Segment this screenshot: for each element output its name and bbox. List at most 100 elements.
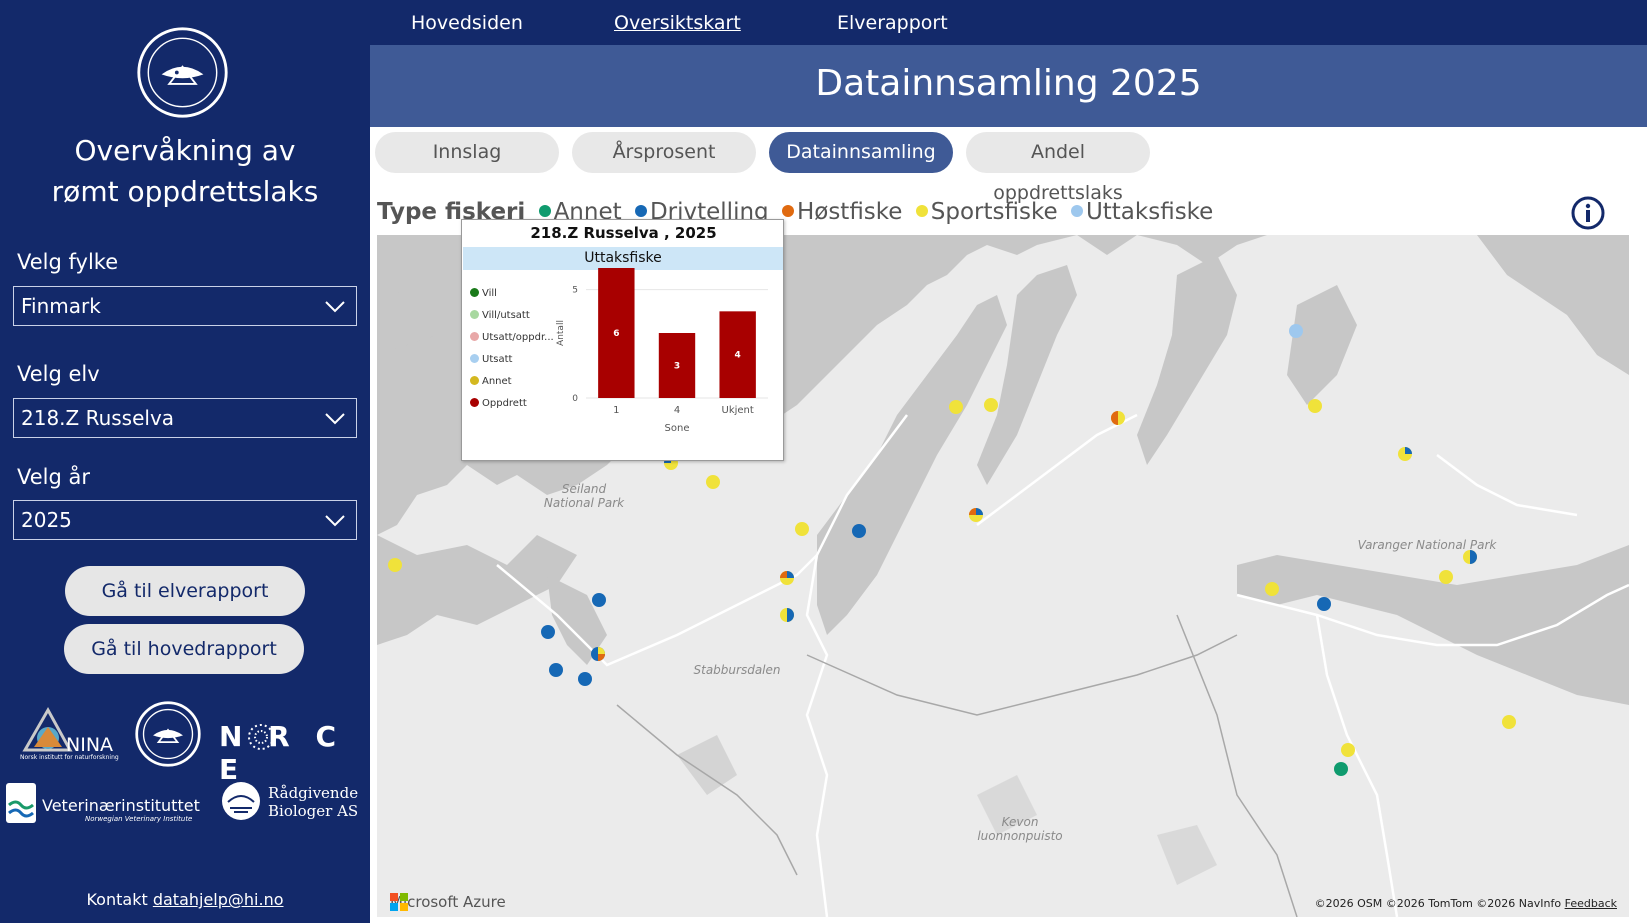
map-brand-label: Microsoft Azure bbox=[390, 893, 506, 911]
tooltip-legend-label: Oppdrett bbox=[482, 398, 527, 409]
rb-name-line2: Biologer AS bbox=[268, 802, 359, 820]
vet-name: Veterinærinstituttet bbox=[42, 796, 200, 815]
legend-label-uttaksfiske: Uttaksfiske bbox=[1085, 199, 1214, 225]
page-title: Datainnsamling 2025 bbox=[815, 63, 1202, 104]
tab-arsprosent[interactable]: Årsprosent bbox=[572, 132, 756, 173]
tooltip-subtitle: Uttaksfiske bbox=[463, 247, 783, 270]
tab-innslag[interactable]: Innslag bbox=[375, 132, 559, 173]
chart-y-tick: 0 bbox=[572, 394, 578, 404]
nina-subtitle: Norsk institutt for naturforskning bbox=[20, 754, 119, 761]
map-feedback-link[interactable]: Feedback bbox=[1564, 897, 1617, 910]
chart-data-label: 3 bbox=[674, 362, 680, 372]
tooltip-legend-item: Annet bbox=[470, 376, 512, 387]
tooltip-legend-dot bbox=[470, 288, 479, 297]
map-label-stabbursdalen: Stabbursdalen bbox=[693, 663, 781, 677]
contact-email-link[interactable]: datahjelp@hi.no bbox=[152, 890, 284, 909]
tooltip-legend-label: Utsatt/oppdr... bbox=[482, 332, 554, 343]
tooltip-legend-dot bbox=[470, 332, 479, 341]
nina-name: NINA bbox=[66, 734, 114, 756]
tab-datainnsamling[interactable]: Datainnsamling bbox=[769, 132, 953, 173]
tooltip-legend-dot bbox=[470, 376, 479, 385]
app-title: Overvåkning av rømt oppdrettslaks bbox=[0, 130, 370, 212]
river-select-value: 218.Z Russelva bbox=[21, 406, 175, 430]
map-label-kevon: Kevon luonnonpuisto bbox=[977, 815, 1063, 843]
map-label-seiland: Seiland National Park bbox=[543, 482, 625, 510]
legend-label-hostfiske: Høstfiske bbox=[796, 199, 903, 225]
tooltip-bar-chart: 0 5 Antall 6 1 3 4 4 Ukjent Sone bbox=[556, 268, 768, 434]
main-report-button[interactable]: Gå til hovedrapport bbox=[64, 624, 304, 674]
app-title-line1: Overvåkning av bbox=[74, 134, 296, 167]
map-canvas bbox=[377, 235, 1629, 917]
map-attribution: ©2026 OSM ©2026 TomTom ©2026 NavInfo Fee… bbox=[1315, 897, 1617, 910]
nav-elverapport[interactable]: Elverapport bbox=[837, 12, 948, 34]
river-report-button[interactable]: Gå til elverapport bbox=[65, 566, 305, 616]
tooltip-title: 218.Z Russelva , 2025 bbox=[530, 224, 717, 242]
tooltip-legend-label: Annet bbox=[482, 376, 512, 387]
river-tooltip: 218.Z Russelva , 2025 Uttaksfiske Vill Vi… bbox=[461, 219, 784, 461]
tooltip-legend-label: Utsatt bbox=[482, 354, 513, 365]
nav-oversiktskart[interactable]: Oversiktskart bbox=[614, 12, 741, 34]
contact-prefix: Kontakt bbox=[86, 890, 148, 909]
tooltip-legend-item: Vill bbox=[470, 288, 497, 299]
tooltip-legend-label: Vill/utsatt bbox=[482, 310, 530, 321]
tooltip-legend-dot bbox=[470, 310, 479, 319]
tooltip-legend-dot bbox=[470, 398, 479, 407]
app-title-line2: rømt oppdrettslaks bbox=[51, 175, 319, 208]
tooltip-legend-dot bbox=[470, 354, 479, 363]
chart-x-label: Sone bbox=[665, 423, 690, 434]
nina-logo-icon bbox=[22, 706, 73, 752]
tooltip-legend-item: Utsatt/oppdr... bbox=[470, 332, 554, 343]
river-select[interactable]: 218.Z Russelva bbox=[13, 398, 357, 438]
info-icon[interactable] bbox=[1571, 196, 1605, 230]
map-attribution-text: ©2026 OSM ©2026 TomTom ©2026 NavInfo bbox=[1314, 897, 1562, 910]
chart-y-tick: 5 bbox=[572, 286, 578, 296]
county-label: Velg fylke bbox=[17, 250, 119, 274]
legend-dot-hostfiske bbox=[781, 205, 794, 217]
map-brand: Microsoft Azure bbox=[390, 893, 506, 911]
veterinaerinstituttet-logo-icon bbox=[6, 783, 36, 823]
tooltip-legend-item: Oppdrett bbox=[470, 398, 527, 409]
chart-data-label: 4 bbox=[735, 351, 741, 361]
vet-subtitle: Norwegian Veterinary Institute bbox=[85, 815, 193, 823]
legend-dot-sportsfiske bbox=[915, 205, 928, 217]
county-select[interactable]: Finmark bbox=[13, 286, 357, 326]
year-select-value: 2025 bbox=[21, 508, 72, 532]
legend-item-sportsfiske[interactable]: Sportsfiske bbox=[915, 199, 1058, 225]
rb-name-line1: Rådgivende bbox=[268, 784, 359, 802]
microsoft-logo-icon bbox=[390, 893, 408, 911]
chevron-down-icon bbox=[325, 301, 345, 313]
legend-dot-uttaksfiske bbox=[1070, 205, 1083, 217]
chart-bar-Ukjent bbox=[719, 311, 756, 398]
chart-x-tick: 1 bbox=[613, 405, 619, 416]
chart-x-tick: Ukjent bbox=[722, 405, 754, 416]
chevron-down-icon bbox=[325, 515, 345, 527]
river-label: Velg elv bbox=[17, 362, 100, 386]
map-markers bbox=[388, 324, 1516, 776]
legend-item-uttaksfiske[interactable]: Uttaksfiske bbox=[1070, 199, 1214, 225]
chevron-down-icon bbox=[325, 413, 345, 425]
legend-item-hostfiske[interactable]: Høstfiske bbox=[781, 199, 903, 225]
havforskningsinstituttet-small-logo bbox=[135, 701, 201, 767]
nav-hovedsiden[interactable]: Hovedsiden bbox=[411, 12, 523, 34]
norce-name: N R C E bbox=[219, 720, 345, 786]
page-banner: Datainnsamling 2025 bbox=[370, 45, 1647, 127]
legend-dot-annet bbox=[538, 205, 551, 217]
chart-y-label: Antall bbox=[556, 320, 566, 346]
radgivende-biologer-logo-icon bbox=[222, 782, 260, 820]
havforskningsinstituttet-logo bbox=[137, 27, 228, 118]
map-label-varanger: Varanger National Park bbox=[1357, 538, 1497, 552]
map-view[interactable]: Seiland National Park Varanger National … bbox=[377, 235, 1629, 917]
legend-label-sportsfiske: Sportsfiske bbox=[930, 199, 1058, 225]
year-label: Velg år bbox=[17, 465, 90, 489]
sidebar: Overvåkning av rømt oppdrettslaks Velg f… bbox=[0, 0, 370, 923]
norce-sun-icon bbox=[248, 724, 274, 750]
tab-andel-oppdrettslaks[interactable]: Andel oppdrettslaks bbox=[966, 132, 1150, 204]
tooltip-legend-item: Utsatt bbox=[470, 354, 512, 365]
county-select-value: Finmark bbox=[21, 294, 101, 318]
tooltip-legend-item: Vill/utsatt bbox=[470, 310, 530, 321]
tooltip-legend-label: Vill bbox=[482, 288, 497, 299]
year-select[interactable]: 2025 bbox=[13, 500, 357, 540]
top-navigation: Hovedsiden Oversiktskart Elverapport bbox=[370, 0, 1647, 45]
chart-bar-4 bbox=[658, 333, 696, 398]
